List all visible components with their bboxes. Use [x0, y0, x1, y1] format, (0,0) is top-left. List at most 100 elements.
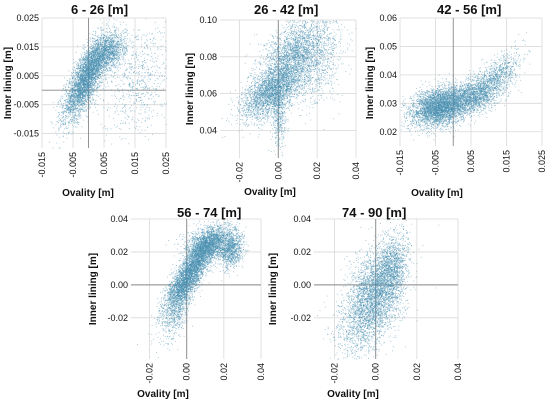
data-point — [74, 62, 75, 63]
data-point — [77, 107, 78, 108]
data-point — [70, 102, 71, 103]
data-point — [69, 114, 70, 115]
data-point — [78, 119, 79, 120]
data-point — [98, 63, 99, 64]
data-point — [95, 103, 96, 104]
data-point — [102, 59, 103, 60]
data-point — [94, 76, 95, 77]
data-point — [98, 35, 99, 36]
data-point — [71, 89, 72, 90]
data-point — [93, 55, 94, 56]
data-point — [95, 74, 96, 75]
data-point — [72, 73, 73, 74]
data-point — [100, 69, 101, 70]
data-point — [122, 74, 123, 75]
data-point — [79, 122, 80, 123]
data-point — [92, 84, 93, 85]
data-point — [68, 99, 69, 100]
data-point — [84, 54, 85, 55]
data-point — [99, 51, 100, 52]
data-point — [112, 72, 113, 73]
data-point — [126, 46, 127, 47]
data-point — [84, 100, 85, 101]
data-point — [101, 78, 102, 79]
data-point — [68, 97, 69, 98]
data-point — [97, 50, 98, 51]
data-point — [65, 103, 66, 104]
data-point — [76, 68, 77, 69]
data-point — [105, 42, 106, 43]
data-point — [75, 122, 76, 123]
data-point — [103, 76, 104, 77]
data-point — [80, 60, 81, 61]
data-point — [92, 89, 93, 90]
data-point — [119, 63, 120, 64]
data-point — [59, 103, 60, 104]
data-point — [114, 67, 115, 68]
data-point — [72, 76, 73, 77]
data-point — [123, 57, 124, 58]
data-point — [81, 65, 82, 66]
data-point — [78, 100, 79, 101]
data-point — [116, 35, 117, 36]
data-point — [115, 41, 116, 42]
data-point — [78, 73, 79, 74]
data-point — [78, 75, 79, 76]
data-point — [89, 79, 90, 80]
data-point — [108, 40, 109, 41]
data-point — [109, 35, 110, 36]
data-point — [67, 104, 68, 105]
data-point — [103, 69, 104, 70]
data-point — [82, 85, 83, 86]
data-point — [66, 106, 67, 107]
data-point — [77, 104, 78, 105]
data-point — [114, 32, 115, 33]
data-point — [115, 48, 116, 49]
data-point — [87, 70, 88, 71]
data-point — [82, 57, 83, 58]
data-point — [121, 47, 122, 48]
data-point — [68, 133, 69, 134]
data-point — [124, 48, 125, 49]
data-point — [74, 122, 75, 123]
data-point — [64, 112, 65, 113]
data-point — [59, 129, 60, 130]
data-point — [58, 104, 59, 105]
data-point — [70, 123, 71, 124]
data-point — [87, 77, 88, 78]
data-point — [123, 56, 124, 57]
data-point — [95, 100, 96, 101]
data-point — [61, 121, 62, 122]
data-point — [85, 65, 86, 66]
data-point — [85, 68, 86, 69]
data-point — [81, 91, 82, 92]
data-point — [70, 97, 71, 98]
data-point — [109, 54, 110, 55]
data-point — [120, 24, 121, 25]
data-point — [93, 95, 94, 96]
data-point — [75, 71, 76, 72]
data-point — [87, 95, 88, 96]
data-point — [72, 100, 73, 101]
data-point — [78, 91, 79, 92]
data-point — [88, 52, 89, 53]
data-point — [71, 74, 72, 75]
data-point — [73, 75, 74, 76]
data-point — [82, 80, 83, 81]
data-point — [81, 104, 82, 105]
data-point — [90, 92, 91, 93]
data-point — [63, 120, 64, 121]
data-point — [73, 101, 74, 102]
data-point — [102, 70, 103, 71]
data-point — [73, 85, 74, 86]
data-point — [71, 105, 72, 106]
data-point — [95, 59, 96, 60]
data-point — [88, 121, 89, 122]
data-point — [78, 84, 79, 85]
data-point — [70, 95, 71, 96]
data-point — [85, 76, 86, 77]
data-point — [103, 72, 104, 73]
data-point — [74, 118, 75, 119]
data-point — [87, 108, 88, 109]
data-point — [120, 52, 121, 53]
